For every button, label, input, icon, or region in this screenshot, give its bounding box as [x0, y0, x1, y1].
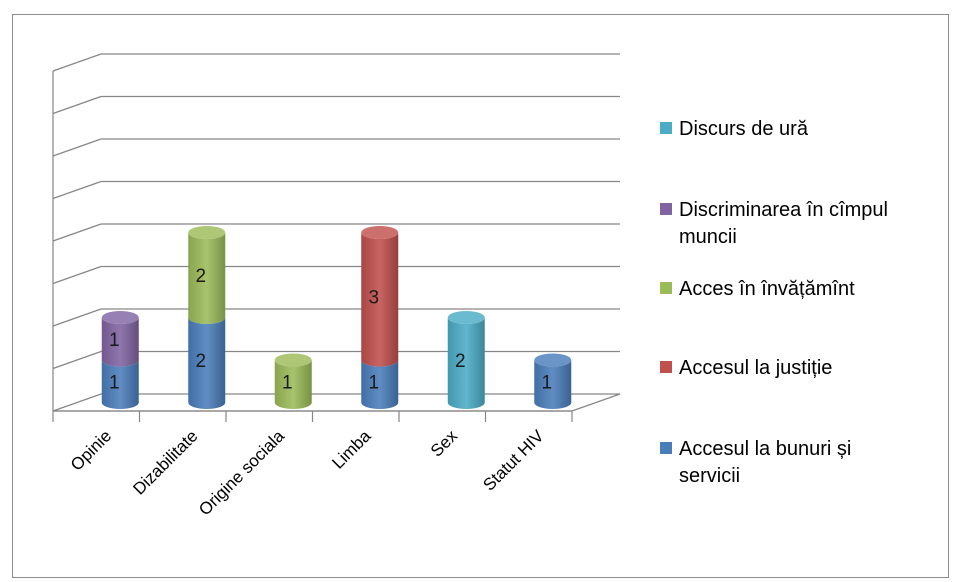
bar-segment — [361, 360, 399, 409]
legend-item: Accesul la justiție — [660, 357, 832, 379]
data-label: 2 — [195, 266, 206, 287]
bar-stack: 2 — [447, 311, 485, 409]
x-tick-label: Statut HIV — [479, 426, 548, 495]
legend-swatch — [660, 203, 672, 215]
legend-label: Accesul la bunuri și — [679, 438, 851, 460]
bar-top — [188, 226, 226, 239]
data-label: 2 — [195, 351, 206, 372]
bar-stack: 22 — [188, 226, 226, 409]
data-label: 1 — [368, 372, 379, 393]
data-label: 2 — [455, 351, 466, 372]
legend-item: Discriminarea în cîmpul muncii — [660, 199, 888, 248]
gridline-diagonal — [52, 95, 102, 115]
legend-item: Accesul la bunuri și servicii — [660, 438, 851, 487]
bar-stack: 1 — [274, 353, 312, 409]
legend-label: Acces în învățămînt — [679, 278, 855, 300]
legend-item: Acces în învățămînt — [660, 278, 855, 300]
data-label: 1 — [282, 372, 293, 393]
data-label: 1 — [109, 372, 120, 393]
bar-stack: 13 — [361, 226, 399, 409]
gridline-diagonal — [52, 265, 102, 285]
bar-segment — [188, 232, 226, 324]
bar-segment — [361, 232, 399, 367]
bar-segment — [188, 317, 226, 409]
bar-top — [534, 353, 572, 367]
bar-stack: 1 — [534, 353, 572, 409]
legend-swatch — [660, 122, 672, 134]
legend-swatch — [660, 361, 672, 373]
gridline-diagonal — [52, 350, 102, 370]
bar-stack: 11 — [101, 311, 139, 409]
bar-top — [101, 311, 139, 324]
legend-label: Discriminarea în cîmpul — [679, 199, 888, 221]
data-label: 1 — [541, 372, 552, 393]
x-tick-label: Limba — [328, 426, 375, 473]
legend-label: Accesul la justiție — [679, 357, 832, 379]
x-tick-label: Sex — [427, 426, 462, 461]
data-label: 3 — [368, 287, 379, 308]
legend-label: muncii — [679, 226, 737, 248]
gridline-diagonal — [52, 138, 102, 157]
bar-top — [274, 353, 312, 367]
x-tick-label: Dizabilitate — [129, 426, 201, 498]
bar-segment — [534, 360, 572, 409]
data-label: 1 — [109, 330, 120, 351]
legend-item: Discurs de ură — [660, 118, 809, 140]
bar-top — [361, 226, 399, 239]
legend-swatch — [660, 442, 672, 454]
bar-segment — [101, 317, 139, 367]
legend-swatch — [660, 282, 672, 294]
bar-segment — [447, 317, 485, 409]
bar-segment — [101, 360, 139, 409]
bar-segment — [274, 360, 312, 409]
legend-label: Discurs de ură — [679, 118, 809, 140]
gridline-diagonal — [52, 180, 102, 200]
x-tick-label: Origine sociala — [195, 426, 288, 519]
gridline-diagonal — [52, 308, 102, 327]
legend: Discurs de ură Discriminarea în cîmpul mun… — [660, 118, 888, 487]
gridline-diagonal — [52, 53, 102, 72]
legend-label: servicii — [679, 465, 740, 487]
gridline-diagonal — [52, 223, 102, 242]
bar-top — [447, 311, 485, 324]
x-tick-label: Opinie — [67, 426, 115, 474]
